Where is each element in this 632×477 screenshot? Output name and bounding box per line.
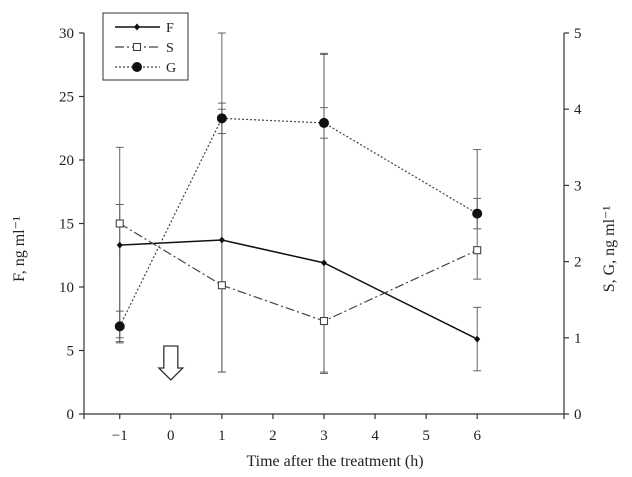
legend-marker-s <box>132 42 142 52</box>
x-tick-label: 3 <box>320 428 328 444</box>
data-point-s <box>319 316 329 326</box>
x-tick-label: 1 <box>218 428 226 444</box>
x-axis-title: Time after the treatment (h) <box>246 453 423 470</box>
series-line-s <box>119 222 478 322</box>
legend: FSG <box>102 12 189 81</box>
y-left-tick-label: 10 <box>59 280 74 296</box>
legend-marker-g <box>132 62 142 72</box>
y-right-tick-label: 2 <box>574 255 582 271</box>
y-right-tick-label: 0 <box>574 407 582 423</box>
y-axis-left-title: F, ng ml⁻¹ <box>11 216 28 282</box>
y-right-tick-label: 3 <box>574 178 582 194</box>
data-point-s <box>217 281 226 290</box>
data-point-g <box>319 117 329 128</box>
y-left-tick-label: 25 <box>59 90 74 106</box>
y-left-tick-label: 30 <box>59 26 74 42</box>
legend-label-f: F <box>166 21 174 36</box>
data-point-f <box>218 236 225 244</box>
x-tick-label: 6 <box>473 428 481 444</box>
axes: 0 5 10 15 20 25 30 0 1 2 3 4 5 −1 0 1 2 3 4 5 6 <box>59 26 582 444</box>
x-tick-label: −1 <box>112 428 128 444</box>
treatment-arrow-icon <box>157 345 185 381</box>
data-point-f <box>116 241 123 249</box>
data-point-f <box>474 335 481 343</box>
x-tick-label: 2 <box>269 428 277 444</box>
legend-label-s: S <box>166 41 174 56</box>
legend-marker-f <box>134 23 140 31</box>
y-left-tick-label: 15 <box>59 217 74 233</box>
error-bars <box>115 32 482 375</box>
data-point-f <box>321 259 327 267</box>
data-point-g <box>216 113 227 124</box>
x-tick-label: 5 <box>422 428 430 444</box>
y-left-tick-label: 20 <box>59 153 74 169</box>
y-right-tick-label: 5 <box>574 26 582 42</box>
series-lines <box>119 117 478 340</box>
series-line-f <box>119 239 478 340</box>
y-left-tick-label: 5 <box>67 344 75 360</box>
data-point-g <box>114 321 125 332</box>
y-right-tick-label: 4 <box>574 102 582 118</box>
y-right-tick-label: 1 <box>574 331 582 347</box>
y-axis-right-title: S, G, ng ml⁻¹ <box>601 206 618 293</box>
series-markers <box>114 113 483 343</box>
legend-label-g: G <box>166 61 176 76</box>
x-tick-label: 0 <box>167 428 175 444</box>
data-point-g <box>472 208 483 219</box>
data-point-s <box>115 219 124 228</box>
x-tick-label: 4 <box>371 428 379 444</box>
data-point-s <box>473 246 482 255</box>
y-left-tick-label: 0 <box>67 407 75 423</box>
series-line-g <box>119 117 478 327</box>
